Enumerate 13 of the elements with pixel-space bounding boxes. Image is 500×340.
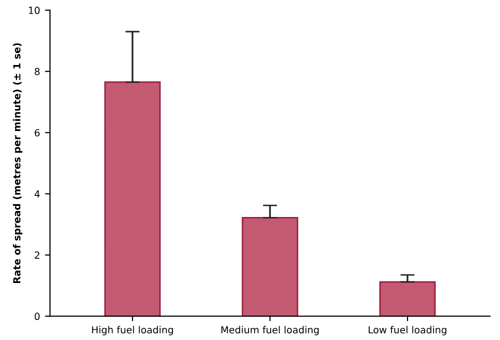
y-tick-label: 4 <box>34 190 40 198</box>
x-tick-label: High fuel loading <box>92 326 173 336</box>
bar <box>379 281 436 316</box>
x-tick-label: Medium fuel loading <box>221 326 319 336</box>
y-tick-label: 2 <box>34 251 40 259</box>
y-axis-title: Rate of spread (metres per minute) (± 1 se) <box>12 43 22 284</box>
y-tick-label: 8 <box>34 68 40 76</box>
bar <box>242 216 298 316</box>
y-tick-label: 10 <box>28 6 40 14</box>
x-tick-label: Low fuel loading <box>368 326 446 336</box>
y-tick-label: 0 <box>34 312 40 320</box>
bar <box>104 81 161 316</box>
y-tick-label: 6 <box>34 129 40 136</box>
